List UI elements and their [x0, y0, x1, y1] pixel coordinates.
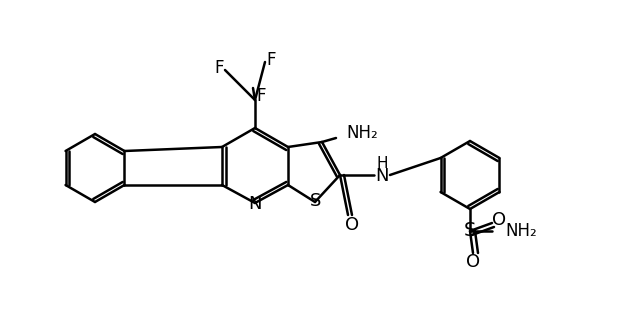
- Text: H: H: [376, 156, 388, 171]
- Text: F: F: [214, 59, 224, 77]
- Text: S: S: [310, 192, 322, 210]
- Text: S: S: [464, 222, 476, 241]
- Text: N: N: [375, 167, 388, 185]
- Text: O: O: [492, 211, 506, 229]
- Text: O: O: [466, 253, 480, 271]
- Text: N: N: [248, 195, 262, 213]
- Text: F: F: [256, 87, 266, 105]
- Text: NH₂: NH₂: [505, 222, 537, 240]
- Text: F: F: [266, 51, 276, 69]
- Text: O: O: [345, 216, 359, 234]
- Text: NH₂: NH₂: [346, 124, 378, 142]
